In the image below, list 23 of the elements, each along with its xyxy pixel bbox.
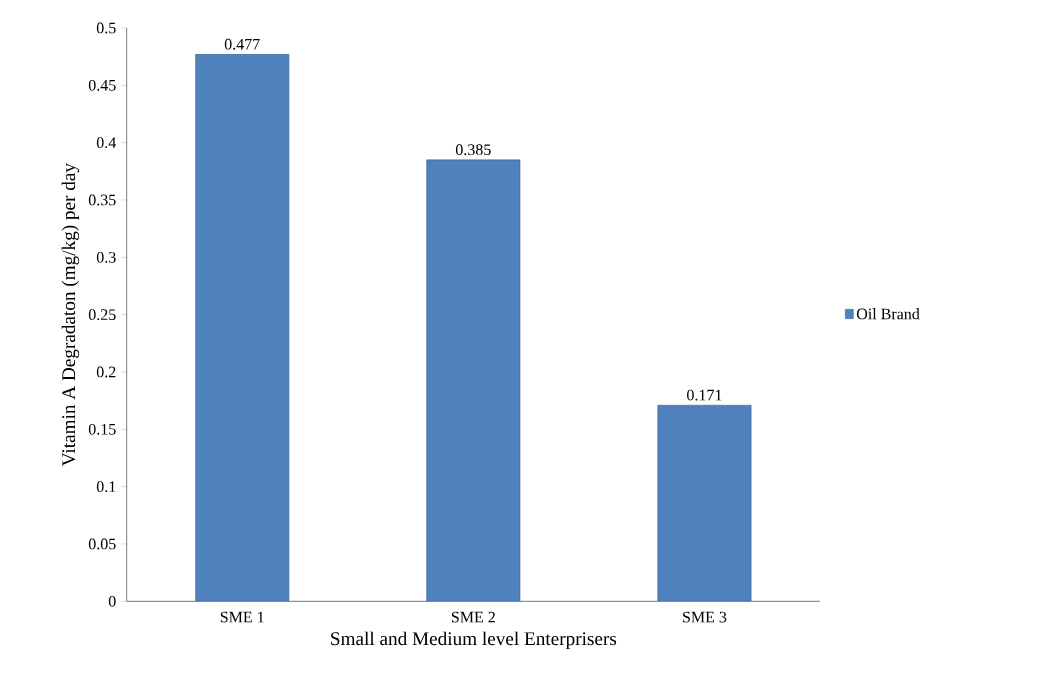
y-tick-label: 0.1	[96, 481, 116, 493]
data-label: 0.385	[455, 144, 491, 156]
y-tick-label: 0.3	[96, 252, 116, 263]
x-axis-title: Small and Medium level Enterprisers	[331, 631, 617, 650]
y-tick-label: 0.4	[96, 137, 117, 149]
y-tick-label: 0.15	[88, 424, 116, 435]
y-tick-label: 0.2	[96, 366, 116, 378]
x-tick-label: SME 3	[683, 611, 727, 623]
legend-label: Oil Brand	[856, 308, 920, 320]
y-axis-title: Vitamin A Degradaton (mg/kg) per day	[61, 163, 80, 467]
bar	[657, 405, 752, 602]
x-tick-label: SME 2	[451, 611, 495, 623]
y-tick-label: 0.05	[88, 538, 116, 550]
bar	[426, 159, 521, 602]
y-tick-label: 0	[108, 596, 116, 607]
y-tick-label: 0.25	[88, 309, 116, 321]
x-tick-label: SME 1	[220, 611, 264, 623]
y-tick-label: 0.35	[88, 194, 116, 206]
data-label: 0.477	[224, 38, 260, 50]
y-tick-label: 0.45	[88, 80, 116, 91]
data-label: 0.171	[687, 389, 722, 401]
y-tick-label: 0.5	[96, 22, 116, 34]
bar	[195, 54, 290, 602]
